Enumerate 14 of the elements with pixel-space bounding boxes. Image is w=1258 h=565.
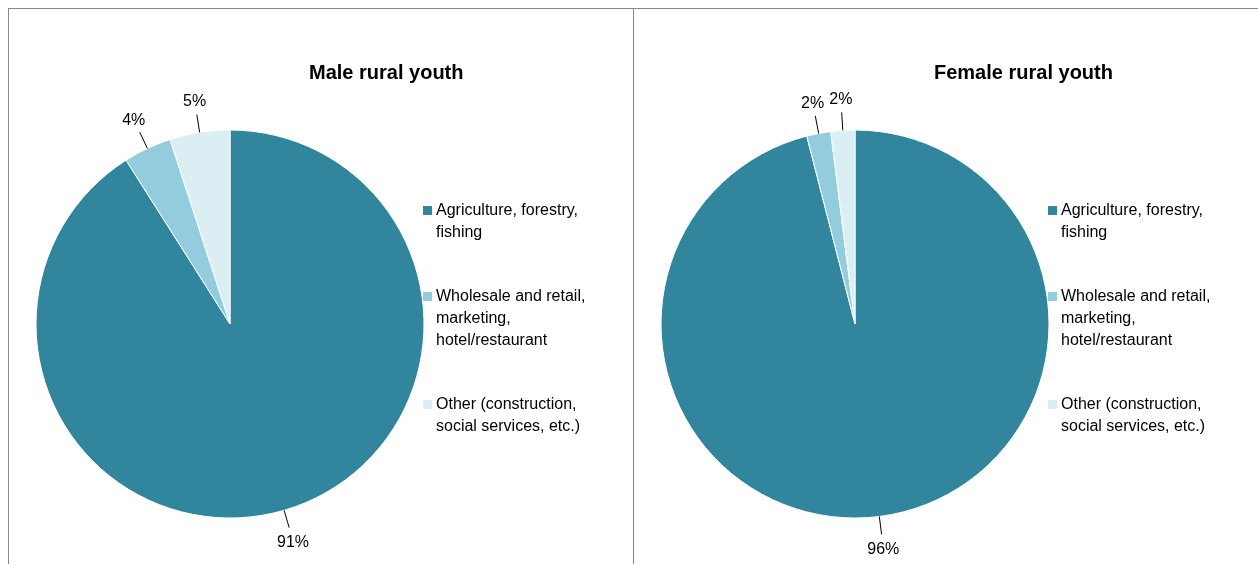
data-label: 2% [829,89,853,107]
legend-label: Other (construction, social services, etc.) [436,394,582,436]
chart-title: Male rural youth [309,61,464,84]
legend-label: Agriculture, forestry, fishing [436,200,579,242]
data-label: 2% [801,93,825,111]
data-label: 5% [183,92,207,110]
legend-label: Agriculture, forestry, fishing [1061,200,1204,242]
legend-label: Wholesale and retail, marketing, hotel/restaurant [1061,286,1212,350]
data-label: 96% [867,539,900,557]
data-label: 4% [122,111,146,129]
legend-label: Other (construction, social services, etc.) [1061,394,1207,436]
chart-title: Female rural youth [934,61,1113,84]
legend-label: Wholesale and retail, marketing, hotel/restaurant [436,286,587,350]
data-label: 91% [277,532,310,550]
